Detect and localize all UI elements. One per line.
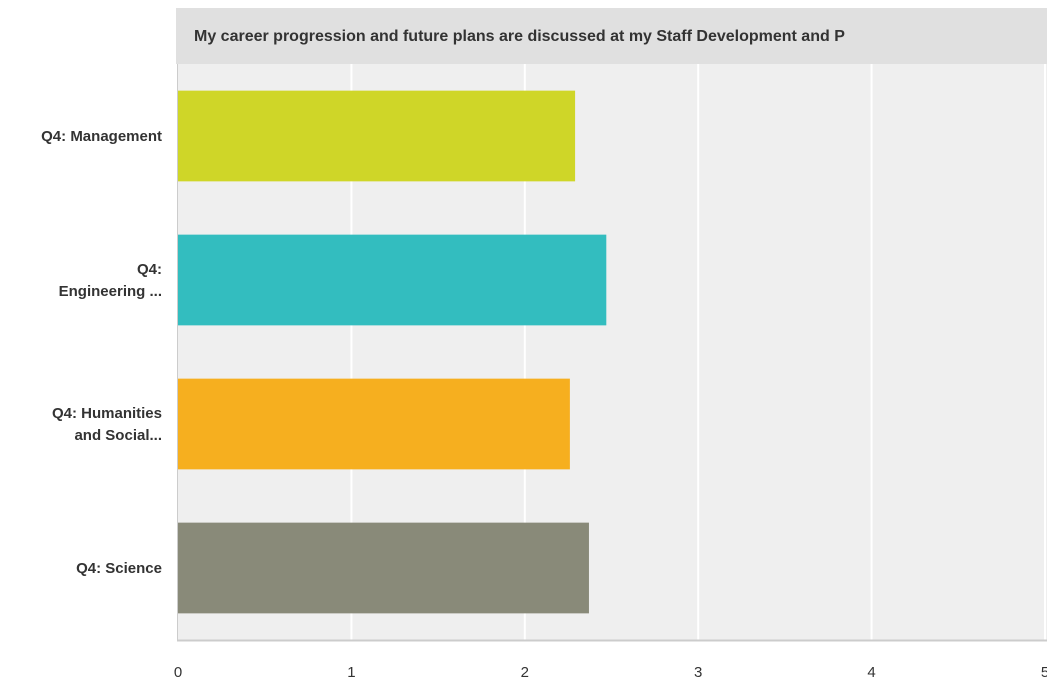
category-label-3-0: Q4: Science [76,560,162,577]
x-tick-label-1: 1 [347,664,355,681]
bar-2 [178,378,570,470]
x-tick-labels: 0 1 2 3 4 5 [174,664,1047,681]
bar-0 [178,90,576,182]
category-label-2-0: Q4: Humanities [52,405,162,422]
category-labels: Q4: Management Q4: Engineering ... Q4: Huma… [41,128,162,577]
bar-1 [178,234,607,326]
bars [178,90,607,614]
chart-title: My career progression and future plans a… [194,28,845,45]
title-bar [176,8,1047,64]
x-tick-label-4: 4 [867,664,875,681]
category-label-1-0: Q4: [137,261,162,278]
x-tick-label-5: 5 [1041,664,1047,681]
category-label-1-1: Engineering ... [59,283,162,300]
category-label-0-0: Q4: Management [41,128,162,145]
bar-3 [178,522,589,614]
x-tick-label-2: 2 [521,664,529,681]
category-label-2-1: and Social... [74,427,162,444]
x-tick-label-3: 3 [694,664,702,681]
x-tick-label-0: 0 [174,664,182,681]
